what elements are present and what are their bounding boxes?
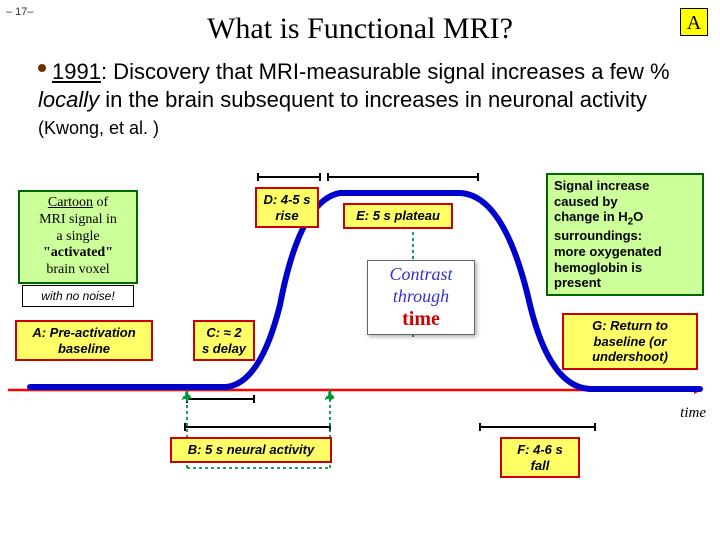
label-e-text: E: 5 s plateau [356, 208, 440, 223]
sig-l2: caused by [554, 194, 618, 209]
bullet-part2: in the brain subsequent to increases in … [99, 87, 647, 112]
sig-l5: more oxygenated [554, 244, 662, 259]
label-c-text: C: ≈ 2 s delay [202, 325, 246, 356]
sig-l3b: O [633, 209, 643, 224]
hrf-diagram: Cartoon of MRI signal in a single "activ… [0, 165, 720, 485]
label-d: D: 4-5 s rise [255, 187, 319, 228]
sig-l7: present [554, 275, 601, 290]
label-g-text: G: Return to baseline (or undershoot) [592, 318, 668, 364]
sig-l3: change in H [554, 209, 628, 224]
label-b: B: 5 s neural activity [170, 437, 332, 463]
label-b-text: B: 5 s neural activity [188, 442, 314, 457]
contrast-l2: through [374, 286, 468, 308]
cartoon-box: Cartoon of MRI signal in a single "activ… [18, 190, 138, 284]
cartoon-l2: MRI signal in [39, 212, 117, 227]
bullet-part1: : Discovery that MRI-measurable signal i… [101, 59, 670, 84]
label-e: E: 5 s plateau [343, 203, 453, 229]
label-a-text: A: Pre-activation baseline [32, 325, 135, 356]
year: 1991 [52, 59, 101, 84]
label-a: A: Pre-activation baseline [15, 320, 153, 361]
time-axis-label: time [680, 405, 706, 422]
cartoon-l3: a single [56, 229, 99, 244]
label-c: C: ≈ 2 s delay [193, 320, 255, 361]
cartoon-l1b: of [93, 195, 108, 210]
sig-l4: surroundings: [554, 228, 642, 243]
cartoon-l5: brain voxel [46, 262, 109, 277]
label-f: F: 4-6 s fall [500, 437, 580, 478]
page-number: – 17– [6, 6, 34, 18]
sig-l1: Signal increase [554, 178, 649, 193]
sig-l6: hemoglobin is [554, 260, 642, 275]
cartoon-l4: "activated" [43, 245, 113, 260]
locally-word: locally [38, 87, 99, 112]
label-g: G: Return to baseline (or undershoot) [562, 313, 698, 370]
label-f-text: F: 4-6 s fall [517, 442, 563, 473]
noise-note: with no noise! [22, 285, 134, 307]
contrast-l1: Contrast [374, 264, 468, 286]
bullet-text: 1991: Discovery that MRI-measurable sign… [38, 58, 700, 141]
cartoon-l1: Cartoon [48, 195, 93, 210]
slide-title: What is Functional MRI? [207, 12, 513, 46]
contrast-box: Contrast through time [367, 260, 475, 335]
signal-box: Signal increase caused by change in H2O … [546, 173, 704, 296]
bullet-icon [38, 64, 46, 72]
letter-badge: A [680, 8, 708, 36]
citation: (Kwong, et al. ) [38, 118, 159, 138]
contrast-l3: time [374, 307, 468, 331]
noise-text: with no noise! [41, 289, 114, 303]
label-d-text: D: 4-5 s rise [264, 192, 311, 223]
